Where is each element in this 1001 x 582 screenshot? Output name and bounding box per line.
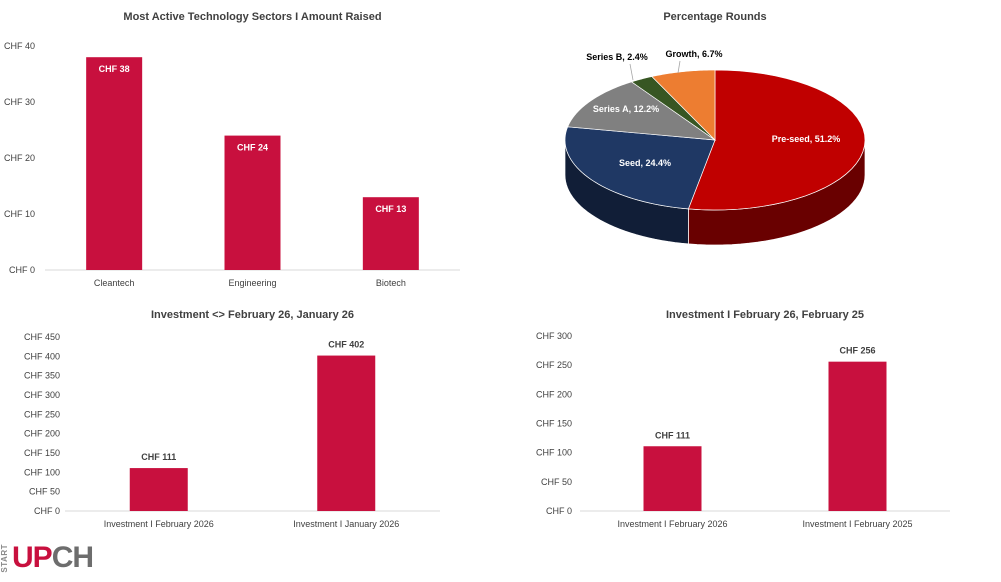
y-tick-label: CHF 50 bbox=[541, 477, 572, 487]
y-tick-label: CHF 0 bbox=[546, 506, 572, 516]
y-tick-label: CHF 0 bbox=[34, 506, 60, 516]
leader-line bbox=[677, 60, 681, 74]
bar-investment-i-january-2026 bbox=[317, 355, 376, 511]
data-label: CHF 24 bbox=[237, 143, 268, 153]
y-tick-label: CHF 400 bbox=[24, 351, 60, 361]
pie-label: Series B, 2.4% bbox=[586, 52, 648, 62]
bar-investment-i-february-2025 bbox=[828, 361, 887, 511]
y-tick-label: CHF 40 bbox=[4, 41, 35, 51]
x-tick-label: Investment I January 2026 bbox=[293, 519, 399, 529]
y-tick-label: CHF 250 bbox=[24, 409, 60, 419]
logo-ch: CH bbox=[51, 541, 94, 574]
chart-title-investment-year: Investment I February 26, February 25 bbox=[665, 309, 865, 321]
logo-start: START bbox=[0, 543, 9, 573]
pie-label: Pre-seed, 51.2% bbox=[772, 134, 841, 144]
pie-slice-series-a bbox=[567, 81, 717, 141]
y-tick-label: CHF 200 bbox=[536, 389, 572, 399]
x-tick-label: Investment I February 2026 bbox=[617, 519, 727, 529]
y-tick-label: CHF 200 bbox=[24, 429, 60, 439]
x-tick-label: Biotech bbox=[376, 278, 406, 288]
data-label: CHF 38 bbox=[99, 64, 130, 74]
leader-line bbox=[629, 63, 634, 81]
x-tick-label: Cleantech bbox=[94, 278, 135, 288]
y-tick-label: CHF 150 bbox=[24, 448, 60, 458]
pie-slice-seed bbox=[564, 126, 716, 210]
y-tick-label: CHF 20 bbox=[4, 153, 35, 163]
pie-label: Series A, 12.2% bbox=[593, 104, 659, 114]
y-tick-label: CHF 350 bbox=[24, 371, 60, 381]
x-tick-label: Engineering bbox=[228, 278, 276, 288]
pie-label: Seed, 24.4% bbox=[619, 158, 671, 168]
pie-slice-growth bbox=[651, 69, 716, 141]
y-tick-label: CHF 100 bbox=[536, 448, 572, 458]
data-label: CHF 111 bbox=[141, 452, 176, 462]
chart-title-sectors: Most Active Technology Sectors I Amount … bbox=[123, 11, 382, 23]
y-tick-label: CHF 300 bbox=[24, 390, 60, 400]
x-tick-label: Investment I February 2025 bbox=[802, 519, 912, 529]
y-tick-label: CHF 50 bbox=[29, 487, 60, 497]
pie-slice-series-b bbox=[630, 76, 716, 141]
y-tick-label: CHF 0 bbox=[9, 265, 35, 275]
startup-ch-logo: START UP CH bbox=[0, 540, 94, 576]
pie-slice-pre-seed bbox=[687, 69, 866, 211]
data-label: CHF 256 bbox=[839, 346, 875, 356]
bar-investment-i-february-2026 bbox=[129, 468, 188, 511]
logo-up: UP bbox=[12, 541, 53, 574]
bar-investment-i-february-2026 bbox=[643, 446, 702, 511]
bar-biotech bbox=[362, 197, 419, 270]
y-tick-label: CHF 300 bbox=[536, 331, 572, 341]
y-tick-label: CHF 250 bbox=[536, 360, 572, 370]
data-label: CHF 402 bbox=[328, 340, 364, 350]
y-tick-label: CHF 150 bbox=[536, 419, 572, 429]
x-tick-label: Investment I February 2026 bbox=[104, 519, 214, 529]
bar-engineering bbox=[224, 135, 281, 270]
data-label: CHF 13 bbox=[375, 204, 406, 214]
y-tick-label: CHF 100 bbox=[24, 467, 60, 477]
bar-cleantech bbox=[86, 57, 143, 271]
chart-title-rounds: Percentage Rounds bbox=[663, 11, 767, 23]
data-label: CHF 111 bbox=[655, 430, 690, 440]
y-tick-label: CHF 30 bbox=[4, 97, 35, 107]
chart-title-investment-month: Investment <> February 26, January 26 bbox=[151, 309, 354, 321]
y-tick-label: CHF 10 bbox=[4, 209, 35, 219]
pie-label: Growth, 6.7% bbox=[665, 49, 722, 59]
y-tick-label: CHF 450 bbox=[24, 332, 60, 342]
